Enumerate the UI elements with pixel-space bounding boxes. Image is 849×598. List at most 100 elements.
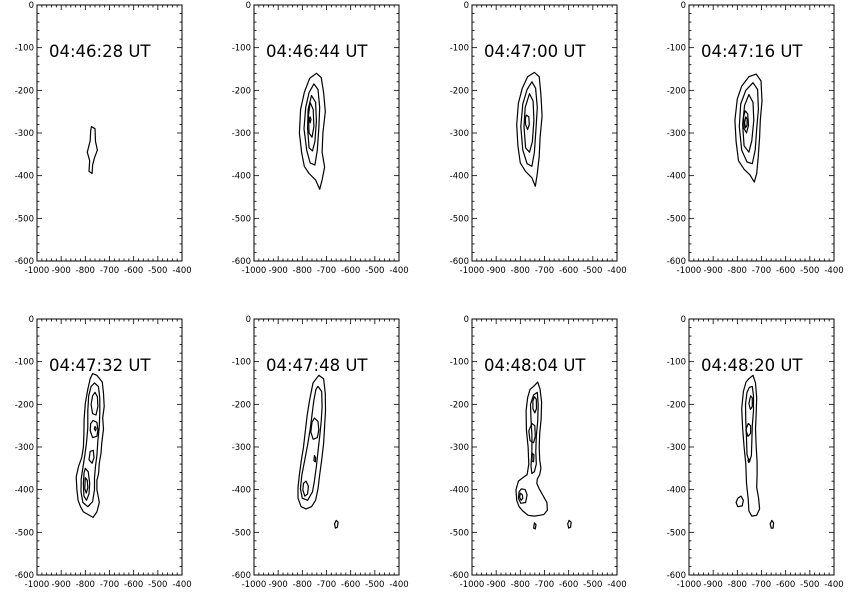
y-tick-label: 0 (464, 315, 469, 325)
x-tick-label: -600 (776, 580, 795, 590)
y-tick-label: 0 (246, 315, 251, 325)
contour-line (313, 454, 317, 463)
axis-ticks (36, 318, 183, 576)
x-tick-label: -800 (728, 580, 747, 590)
x-tick-label: -400 (389, 580, 408, 590)
contour-line (302, 480, 309, 497)
x-tick-label: -700 (317, 580, 336, 590)
x-tick-label: -800 (728, 266, 747, 276)
contour-line (90, 391, 99, 416)
contour-line (84, 477, 89, 494)
contour-line (524, 114, 530, 131)
x-tick-label: -1000 (242, 266, 267, 276)
y-tick-label: -200 (15, 86, 34, 96)
contour-line (516, 71, 543, 187)
contour-line (520, 81, 538, 167)
contour-line (307, 101, 315, 138)
y-tick-label: 0 (681, 1, 686, 11)
contour-line (532, 522, 537, 530)
contour-set (516, 71, 543, 187)
y-tick-label: -200 (232, 86, 251, 96)
x-tick-label: -1000 (25, 580, 50, 590)
x-tick-label: -800 (76, 580, 95, 590)
contour-line (531, 452, 535, 463)
x-tick-label: -700 (535, 580, 554, 590)
contour-line (523, 93, 535, 153)
x-tick-label: -800 (293, 266, 312, 276)
y-tick-label: -300 (450, 443, 469, 453)
axis-ticks (688, 318, 835, 576)
panel: 04:46:28 UT 0 -100 -200 -300 -400 -500 -… (15, 1, 192, 276)
x-tick-label: -900 (52, 266, 71, 276)
x-tick-label: -700 (752, 266, 771, 276)
y-tick-label: -500 (667, 214, 686, 224)
x-tick-label: -500 (583, 266, 602, 276)
y-tick-label: 0 (246, 1, 251, 11)
y-tick-label: -300 (15, 443, 34, 453)
contour-line (745, 422, 752, 437)
panel-title: 04:47:48 UT (266, 356, 368, 375)
contour-set (734, 73, 763, 183)
contour-set (515, 381, 572, 530)
contour-line (734, 73, 763, 183)
contour-line (744, 385, 755, 463)
y-tick-label: -100 (232, 358, 251, 368)
contour-set (86, 125, 99, 175)
x-tick-label: -800 (511, 266, 530, 276)
contour-line (741, 93, 755, 153)
x-tick-label: -800 (76, 266, 95, 276)
x-tick-label: -900 (487, 580, 506, 590)
y-tick-label: -200 (15, 400, 34, 410)
y-tick-label: 0 (464, 1, 469, 11)
panel-title: 04:47:32 UT (49, 356, 151, 375)
x-tick-label: -900 (704, 266, 723, 276)
contour-line (517, 488, 528, 504)
x-tick-label: -800 (511, 580, 530, 590)
x-tick-label: -400 (607, 266, 626, 276)
contour-line (298, 72, 326, 190)
y-tick-label: -400 (450, 486, 469, 496)
contour-line (86, 125, 99, 175)
x-tick-label: -600 (559, 266, 578, 276)
y-tick-label: -400 (450, 172, 469, 182)
panel-title: 04:48:20 UT (701, 356, 803, 375)
contour-line (738, 82, 760, 165)
y-tick-label: -600 (450, 571, 469, 581)
contour-line (333, 519, 339, 529)
y-tick-label: -500 (232, 214, 251, 224)
y-tick-label: -100 (232, 44, 251, 54)
y-tick-label: -400 (667, 486, 686, 496)
y-tick-label: -300 (232, 129, 251, 139)
x-tick-label: -600 (559, 580, 578, 590)
y-tick-label: -100 (15, 44, 34, 54)
x-tick-label: -400 (172, 266, 191, 276)
y-tick-label: -100 (667, 44, 686, 54)
y-tick-label: -600 (667, 571, 686, 581)
y-tick-label: -600 (232, 571, 251, 581)
x-tick-label: -500 (148, 580, 167, 590)
x-tick-label: -800 (293, 580, 312, 590)
panel-title: 04:47:00 UT (484, 42, 586, 61)
x-tick-label: -500 (800, 266, 819, 276)
x-tick-label: -1000 (242, 580, 267, 590)
axis-ticks (688, 4, 835, 262)
contour-set (735, 374, 775, 529)
y-tick-label: -300 (450, 129, 469, 139)
y-tick-label: -600 (450, 257, 469, 267)
panel: 04:47:32 UT 0 -100 -200 -300 -400 -500 -… (15, 315, 192, 590)
contour-line (742, 110, 750, 134)
contour-line (769, 519, 775, 529)
contour-line (735, 495, 745, 508)
x-tick-label: -500 (365, 580, 384, 590)
axis-ticks (253, 318, 400, 576)
y-tick-label: -200 (450, 400, 469, 410)
contour-line (89, 419, 99, 439)
x-tick-label: -400 (389, 266, 408, 276)
x-tick-label: -600 (124, 266, 143, 276)
y-tick-label: -300 (15, 129, 34, 139)
y-tick-label: 0 (29, 315, 34, 325)
contour-line (515, 381, 549, 517)
panel: 04:48:04 UT 0 -100 -200 -300 -400 -500 -… (450, 315, 627, 590)
x-tick-label: -500 (365, 266, 384, 276)
